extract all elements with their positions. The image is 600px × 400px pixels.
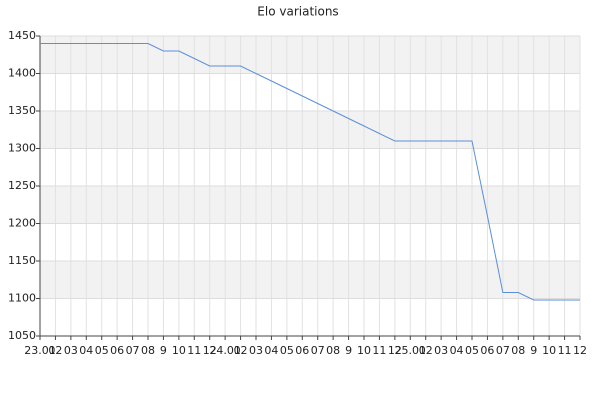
y-tick-label: 1150 xyxy=(8,254,36,267)
x-tick-label: 06 xyxy=(110,344,124,357)
y-tick-label: 1100 xyxy=(8,292,36,305)
x-tick-label: 02 xyxy=(234,344,248,357)
x-tick-label: 10 xyxy=(357,344,371,357)
x-tick-label: 02 xyxy=(48,344,62,357)
grid-band xyxy=(40,111,580,149)
x-tick-label: 12 xyxy=(388,344,402,357)
x-tick-label: 08 xyxy=(511,344,525,357)
x-tick-label: 06 xyxy=(295,344,309,357)
y-tick-label: 1350 xyxy=(8,104,36,117)
x-tick-label: 05 xyxy=(465,344,479,357)
grid-band xyxy=(40,36,580,74)
y-tick-label: 1200 xyxy=(8,217,36,230)
x-tick-label: 08 xyxy=(141,344,155,357)
x-tick-label: 03 xyxy=(434,344,448,357)
x-tick-label: 25.01 xyxy=(395,344,427,357)
x-tick-label: 24.01 xyxy=(209,344,241,357)
x-tick-label: 12 xyxy=(203,344,217,357)
line xyxy=(40,43,580,301)
x-tick-label: 04 xyxy=(79,344,93,357)
x-tick-label: 02 xyxy=(419,344,433,357)
x-tick-label: 04 xyxy=(264,344,278,357)
x-tick-label: 10 xyxy=(542,344,556,357)
x-tick-label: 9 xyxy=(160,344,167,357)
x-tick-label: 08 xyxy=(326,344,340,357)
x-tick-label: 12 xyxy=(573,344,587,357)
x-tick-label: 11 xyxy=(372,344,386,357)
y-tick-label: 1400 xyxy=(8,67,36,80)
x-tick-label: 07 xyxy=(126,344,140,357)
y-tick-label: 1050 xyxy=(8,329,36,342)
x-tick-label: 9 xyxy=(345,344,352,357)
x-tick-label: 06 xyxy=(480,344,494,357)
y-tick-label: 1250 xyxy=(8,179,36,192)
chart-title: Elo variations xyxy=(257,5,338,19)
x-tick-label: 05 xyxy=(95,344,109,357)
x-tick-label: 07 xyxy=(496,344,510,357)
x-tick-label: 23.01 xyxy=(24,344,56,357)
grid-band xyxy=(40,186,580,224)
x-tick-label: 03 xyxy=(249,344,263,357)
x-tick-label: 04 xyxy=(450,344,464,357)
x-tick-label: 03 xyxy=(64,344,78,357)
x-tick-label: 10 xyxy=(172,344,186,357)
grid-band xyxy=(40,261,580,299)
x-tick-label: 11 xyxy=(558,344,572,357)
y-tick-label: 1300 xyxy=(8,142,36,155)
x-tick-label: 11 xyxy=(187,344,201,357)
x-tick-label: 05 xyxy=(280,344,294,357)
x-tick-label: 07 xyxy=(311,344,325,357)
x-tick-label: 9 xyxy=(530,344,537,357)
y-tick-label: 1450 xyxy=(8,29,36,42)
